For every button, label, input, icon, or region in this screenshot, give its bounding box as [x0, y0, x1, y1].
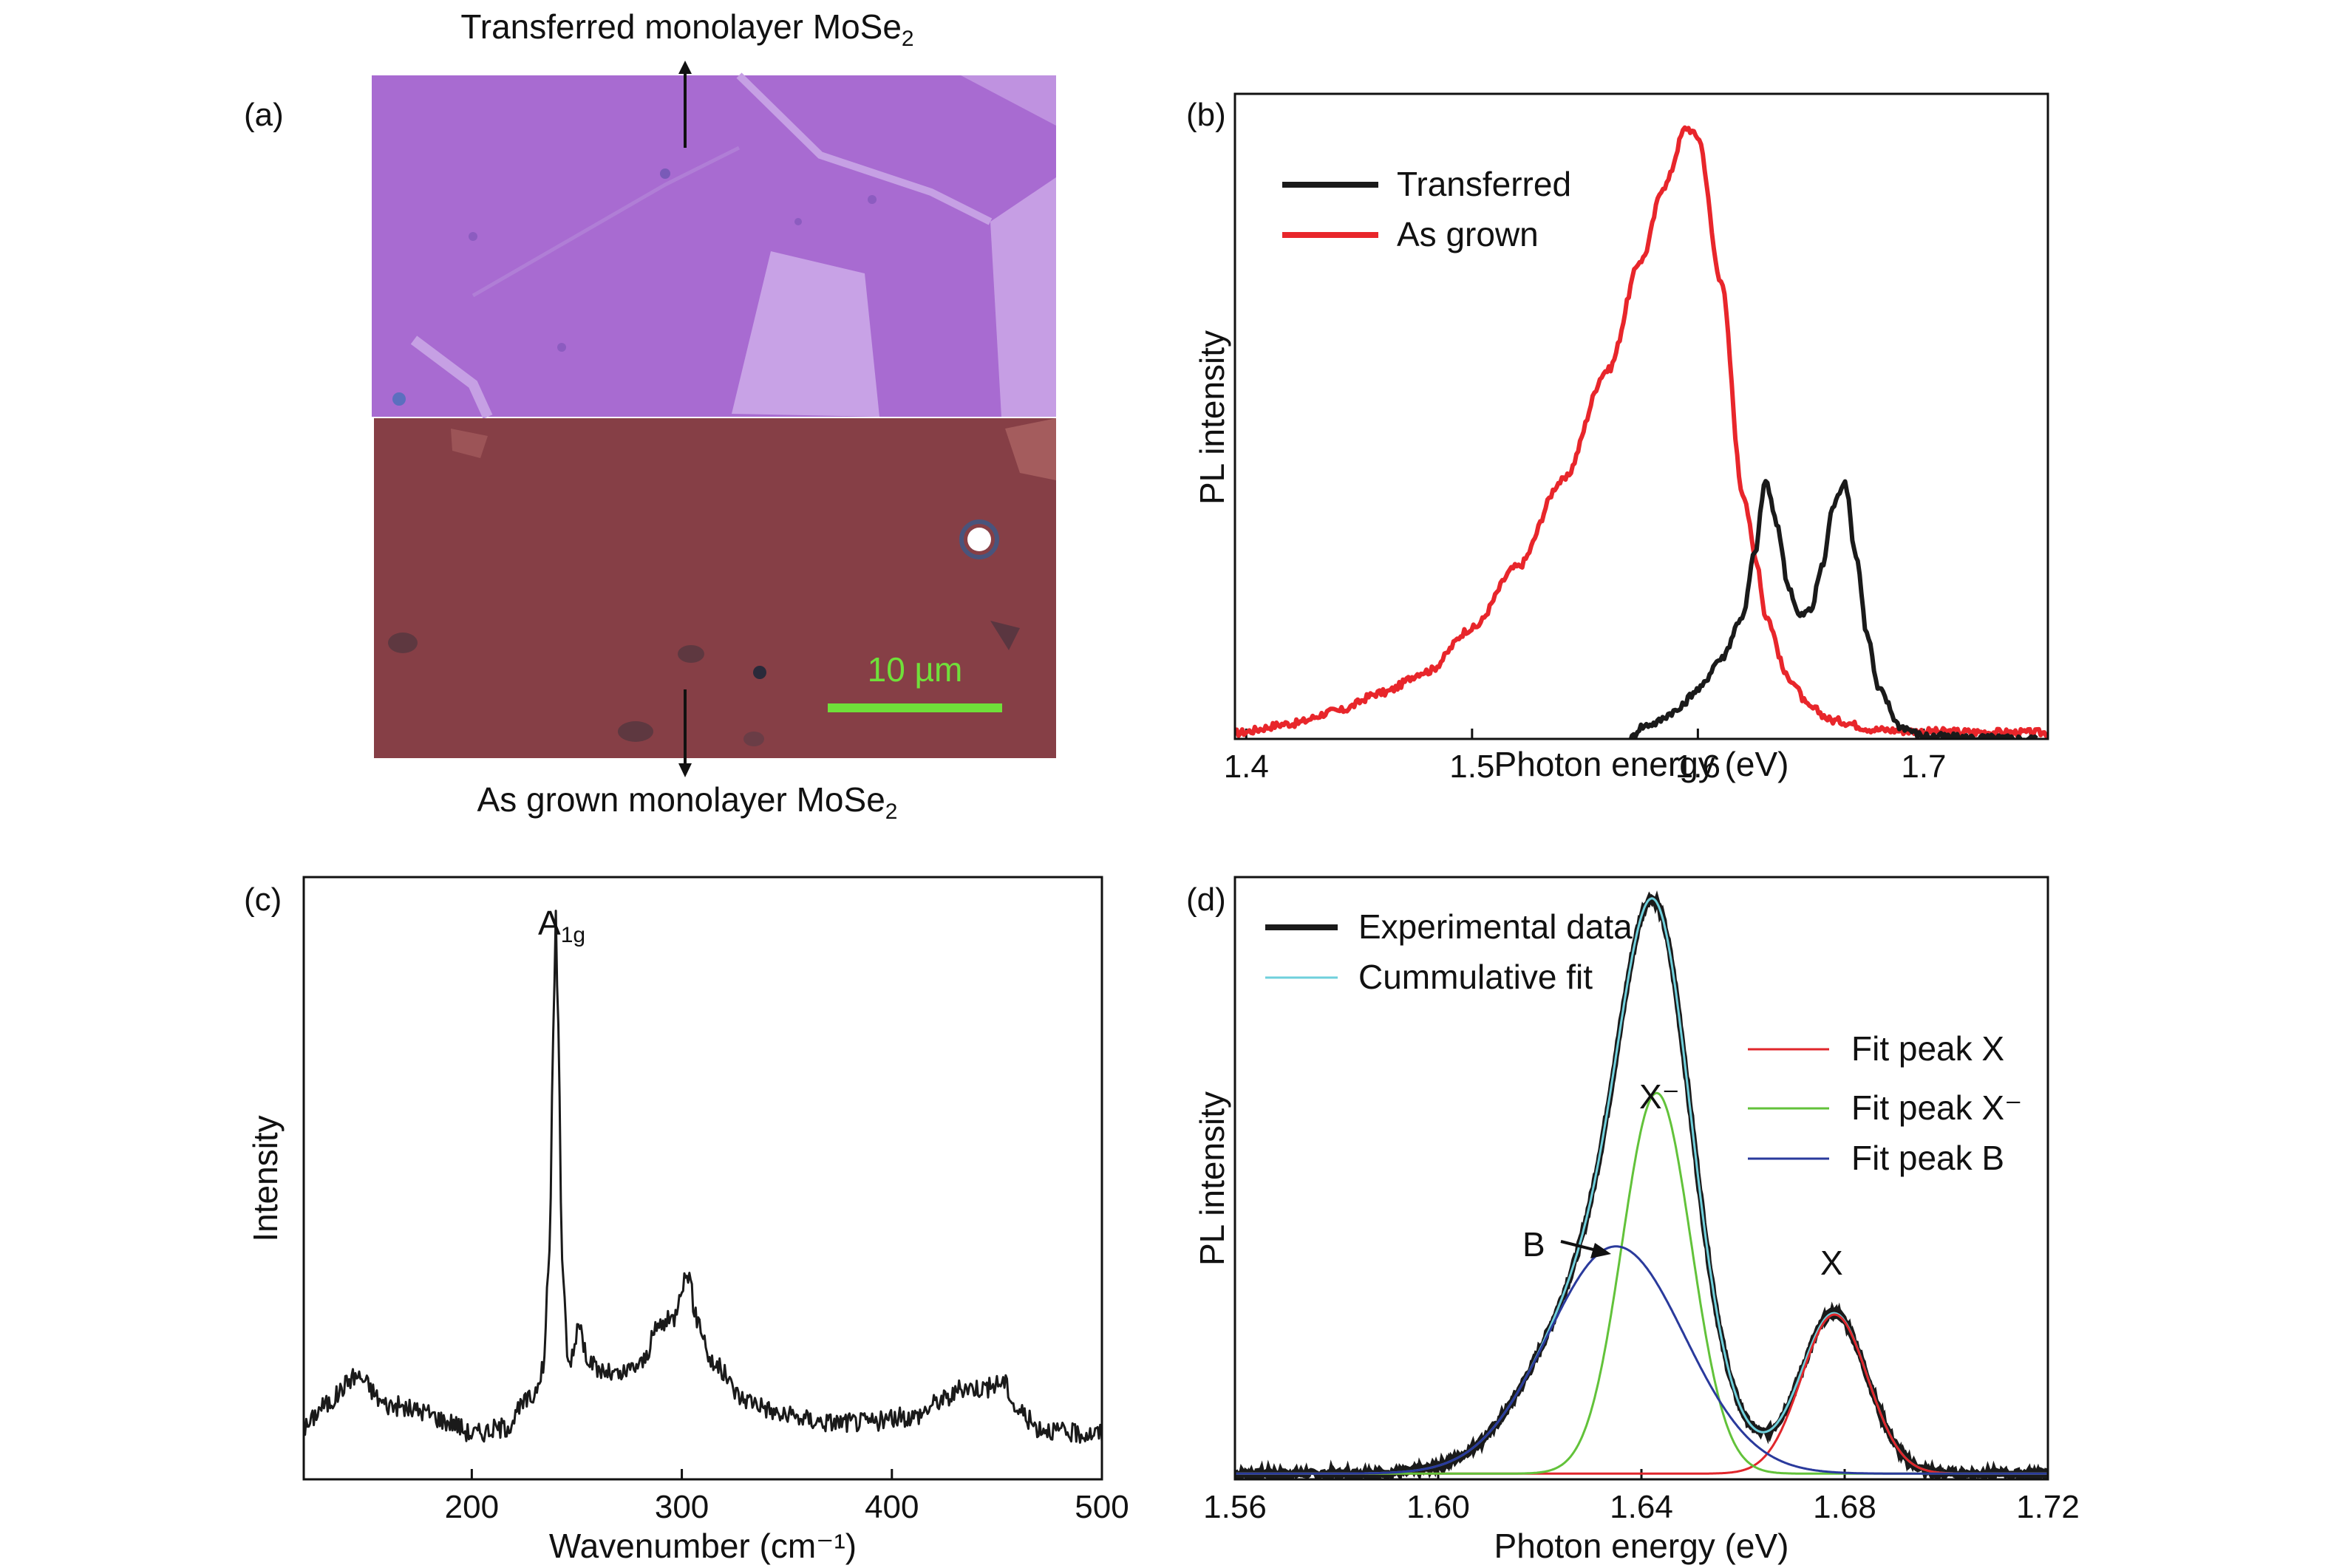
x-tick-label: 1.56	[1203, 1489, 1267, 1525]
a1g-peak-label: A1g	[538, 904, 585, 947]
experimental-data-curve	[1235, 890, 2048, 1479]
panel-d-xlabel: Photon energy (eV)	[1494, 1527, 1789, 1565]
panel-d-label: (d)	[1186, 882, 1226, 918]
x-tick-label: 400	[865, 1489, 919, 1525]
fit-peak-b-curve	[1235, 1245, 2048, 1475]
panel-d: (d) 1.56 1.60 1.64 1.68 1.72 Photon energy (…	[1186, 876, 2080, 1565]
x-tick-label: 300	[655, 1489, 709, 1525]
flake-light-3	[961, 75, 1056, 126]
flake-light-2	[990, 177, 1056, 417]
x-tick-label: 1.60	[1406, 1489, 1470, 1525]
x-tick-label: 1.4	[1224, 749, 1269, 785]
as-grown-region	[374, 418, 1056, 758]
annotation-xminus: X⁻	[1639, 1077, 1680, 1116]
x-tick-label: 1.72	[2016, 1489, 2080, 1525]
legend-fit-b-label: Fit peak B	[1851, 1139, 2004, 1177]
panel-d-legend-left: Experimental data Cummulative fit	[1265, 907, 1633, 996]
x-tick-label: 1.68	[1813, 1489, 1876, 1525]
annotation-b: B	[1522, 1225, 1545, 1264]
panel-a: (a) Transferred monolayer MoSe2	[244, 7, 1056, 824]
crack-line-1	[736, 72, 993, 225]
legend-as-grown-label: As grown	[1397, 215, 1539, 253]
panel-b: (b) 1.4 1.5 1.6 1.7 Photon energy (eV) PL i…	[1186, 92, 2049, 785]
panel-c-label: (c)	[244, 882, 282, 918]
panel-b-gridless-axes: 1.4 1.5 1.6 1.7	[1224, 729, 1947, 785]
crack-line-3	[472, 146, 741, 298]
panel-a-label: (a)	[244, 97, 284, 133]
legend-fit-xminus-label: Fit peak X⁻	[1851, 1088, 2022, 1127]
legend-cumulative-label: Cummulative fit	[1358, 958, 1593, 996]
panel-b-label: (b)	[1186, 97, 1226, 133]
x-tick-label: 500	[1075, 1489, 1129, 1525]
as-grown-micrograph: 10 µm	[374, 418, 1056, 758]
as-grown-caption: As grown monolayer MoSe2	[477, 780, 898, 824]
legend-transferred-label: Transferred	[1397, 165, 1571, 203]
as-grown-pl-curve	[1235, 125, 2048, 738]
x-tick-label: 1.7	[1901, 749, 1946, 785]
fit-peak-x-curve	[1235, 1313, 2048, 1475]
scale-bar-label: 10 µm	[868, 650, 963, 689]
x-tick-label: 1.64	[1610, 1489, 1673, 1525]
transferred-pl-curve	[1628, 479, 2038, 739]
flake-light-1	[732, 251, 879, 417]
x-tick-label: 1.5	[1449, 749, 1494, 785]
annotation-b-arrow	[1560, 1240, 1597, 1252]
transferred-micrograph	[372, 72, 1056, 419]
panel-c-frame	[302, 876, 1103, 1481]
bright-particle	[967, 528, 991, 551]
panel-b-xlabel: Photon energy (eV)	[1494, 745, 1789, 783]
panel-b-legend: Transferred As grown	[1282, 165, 1571, 253]
panel-d-ylabel: PL intensity	[1193, 1091, 1231, 1266]
legend-fit-x-label: Fit peak X	[1851, 1029, 2004, 1068]
panel-d-legend-right: Fit peak X Fit peak X⁻ Fit peak B	[1748, 1029, 2022, 1177]
crack-line-2	[410, 335, 493, 419]
transferred-caption: Transferred monolayer MoSe2	[460, 7, 913, 51]
panel-b-ylabel: PL intensity	[1193, 330, 1231, 505]
annotation-b-arrowhead	[1590, 1243, 1611, 1258]
raman-spectrum-curve	[304, 910, 1102, 1444]
arrow-up-head	[678, 61, 692, 74]
panel-d-frame	[1233, 876, 2049, 1481]
panel-c-xlabel: Wavenumber (cm⁻¹)	[549, 1527, 857, 1565]
cumulative-fit-curve	[1235, 897, 2048, 1475]
panel-c-ylabel: Intensity	[246, 1115, 285, 1241]
x-tick-label: 200	[445, 1489, 499, 1525]
panel-c: (c) 200 300 400 500 Wavenumber (cm⁻¹) Inten…	[244, 876, 1129, 1565]
arrow-down-head	[678, 763, 692, 777]
panel-b-frame	[1233, 92, 2049, 740]
x-tick-label: 1.6	[1675, 749, 1721, 785]
legend-experimental-label: Experimental data	[1358, 907, 1633, 946]
transferred-region	[372, 75, 1056, 417]
annotation-x: X	[1820, 1244, 1843, 1282]
